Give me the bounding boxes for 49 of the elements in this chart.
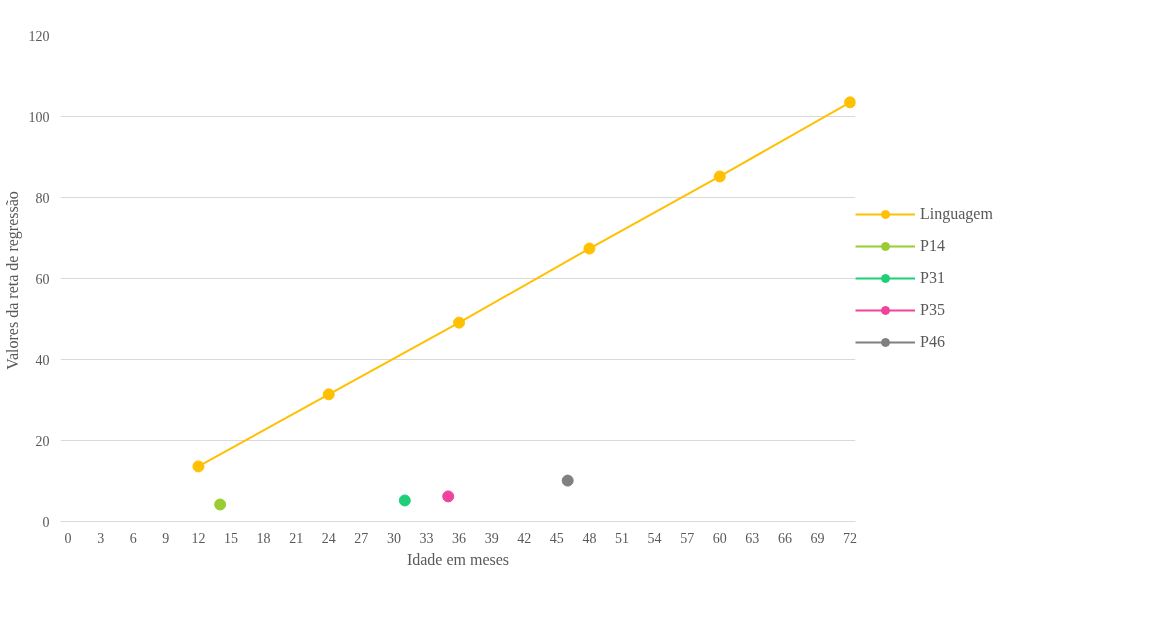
x-axis-title: Idade em meses: [406, 550, 510, 568]
x-tick-label: 66: [777, 530, 792, 546]
point: [561, 474, 574, 487]
x-tick-label: 72: [843, 530, 858, 546]
point: [322, 388, 335, 401]
x-tick-label: 57: [680, 530, 695, 546]
x-tick-label: 24: [321, 530, 336, 546]
y-tick-label: 120: [28, 28, 50, 44]
point: [398, 494, 411, 507]
legend-label: P35: [920, 301, 945, 319]
x-tick-label: 21: [289, 530, 304, 546]
x-tick-label: 0: [64, 530, 72, 546]
x-tick-label: 60: [712, 530, 727, 546]
y-tick-label: 80: [35, 190, 50, 206]
legend-label: P14: [920, 237, 945, 255]
x-tick-label: 36: [452, 530, 467, 546]
x-tick-label: 42: [517, 530, 532, 546]
x-tick-label: 3: [97, 530, 105, 546]
y-tick-label: 20: [35, 433, 50, 449]
point: [214, 498, 227, 511]
x-tick-label: 9: [162, 530, 170, 546]
legend-label: P46: [920, 333, 945, 351]
x-tick-label: 51: [615, 530, 629, 546]
x-tick-label: 45: [549, 530, 564, 546]
x-tick-label: 15: [224, 530, 239, 546]
point: [713, 170, 726, 183]
point: [442, 490, 455, 503]
x-tick-label: 69: [810, 530, 825, 546]
x-tick-label: 39: [484, 530, 499, 546]
x-tick-label: 33: [419, 530, 434, 546]
x-tick-label: 6: [129, 530, 137, 546]
legend-label: P31: [920, 269, 945, 287]
x-tick-label: 48: [582, 530, 597, 546]
x-tick-label: 12: [191, 530, 206, 546]
point: [844, 96, 856, 109]
x-tick-label: 27: [354, 530, 369, 546]
x-tick-label: 18: [256, 530, 271, 546]
point: [453, 316, 466, 329]
y-tick-label: 60: [35, 271, 50, 287]
y-axis-title: Valores da reta de regressão: [3, 191, 22, 370]
point: [192, 460, 205, 473]
x-tick-label: 54: [647, 530, 662, 546]
x-tick-label: 30: [386, 530, 401, 546]
point: [583, 242, 596, 255]
y-tick-label: 100: [28, 109, 50, 125]
y-tick-label: 40: [35, 352, 50, 368]
x-tick-label: 63: [745, 530, 760, 546]
legend-label: Linguagem: [920, 205, 993, 223]
y-tick-label: 0: [42, 514, 50, 530]
